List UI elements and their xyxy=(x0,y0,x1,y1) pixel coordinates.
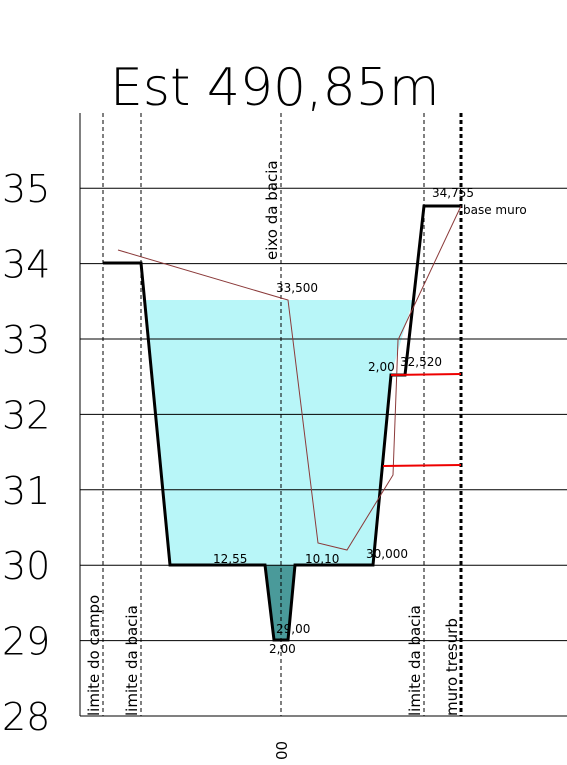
annotation: 12,55 xyxy=(213,552,247,566)
red-line xyxy=(382,464,462,467)
annotation: 10,10 xyxy=(305,552,339,566)
annotation: 2,00 xyxy=(269,642,296,656)
annotation: 33,500 xyxy=(276,281,318,295)
annotation: 34,755 xyxy=(432,186,474,200)
terrain xyxy=(117,205,462,551)
water xyxy=(146,300,413,565)
profile xyxy=(103,204,461,642)
elevation-label: 34 xyxy=(2,243,50,287)
annotation: base muro xyxy=(463,203,527,217)
elevation-label: 33 xyxy=(2,318,50,362)
red-line xyxy=(390,373,462,376)
vertical-label: eixo da bacia xyxy=(263,160,281,260)
vertical-label: muro tresurb xyxy=(443,618,461,716)
elevation-label: 31 xyxy=(2,469,50,513)
title: Est 490,85m xyxy=(110,58,439,118)
elevation-label: 29 xyxy=(2,620,50,664)
vertical-label: limite do campo xyxy=(85,595,103,716)
annotation: 30,000 xyxy=(366,547,408,561)
annotation: 29,00 xyxy=(276,622,310,636)
elevation-label: 32 xyxy=(2,393,50,437)
elevation-label: 35 xyxy=(2,167,50,211)
elevation-label: 30 xyxy=(2,544,50,588)
annotation: 2,00 xyxy=(368,360,395,374)
annotation: 32,520 xyxy=(400,355,442,369)
vertical-label: limite da bacia xyxy=(123,605,141,716)
station-label: 00 xyxy=(273,741,291,760)
vertical-label: limite da bacia xyxy=(406,605,424,716)
elevation-label: 28 xyxy=(2,695,50,739)
